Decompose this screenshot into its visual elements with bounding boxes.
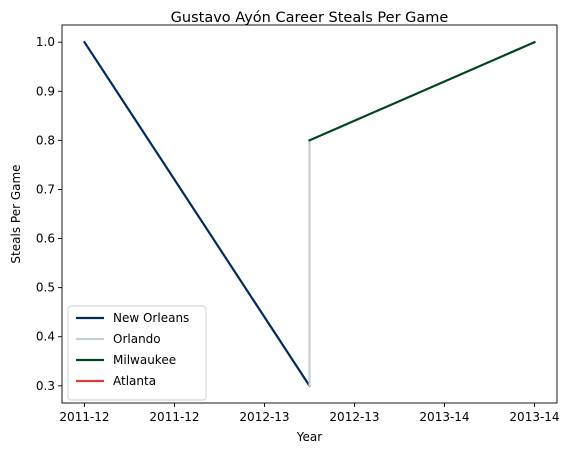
x-axis: 2011-12 2011-12 2012-13 2012-13 2013-14 2013-…: [59, 403, 560, 424]
series-line: [82, 40, 312, 388]
legend-label: Orlando: [113, 332, 161, 346]
x-tick-label: 2011-12: [59, 410, 109, 424]
y-tick-label: 1.0: [36, 35, 55, 49]
plot-frame: [61, 24, 558, 404]
y-tick-label: 0.7: [36, 182, 55, 196]
x-axis-label: Year: [296, 430, 322, 444]
x-tick-label: 2012-13: [239, 410, 289, 424]
x-tick-label: 2013-14: [419, 410, 469, 424]
legend-box: [67, 305, 207, 401]
y-tick-label: 0.3: [36, 379, 55, 393]
legend-label: New Orleans: [113, 311, 189, 325]
x-tick-label: 2011-12: [149, 410, 199, 424]
legend: New Orleans Orlando Milwaukee Atlanta: [67, 305, 207, 401]
x-tick-label: 2013-14: [509, 410, 559, 424]
y-tick-label: 0.6: [36, 232, 55, 246]
y-tick-label: 0.9: [36, 84, 55, 98]
y-axis-label: Steals Per Game: [9, 164, 23, 263]
series-layer: [82, 40, 536, 388]
y-tick-label: 0.5: [36, 281, 55, 295]
legend-label: Milwaukee: [113, 353, 176, 367]
y-tick-label: 0.4: [36, 330, 55, 344]
chart-title: Gustavo Ayón Career Steals Per Game: [171, 10, 449, 26]
x-tick-label: 2012-13: [329, 410, 379, 424]
legend-label: Atlanta: [113, 374, 156, 388]
y-tick-label: 0.8: [36, 133, 55, 147]
series-line: [308, 40, 536, 142]
y-axis: 0.3 0.4 0.5 0.6 0.7 0.8 0.9 1.0: [36, 35, 62, 393]
